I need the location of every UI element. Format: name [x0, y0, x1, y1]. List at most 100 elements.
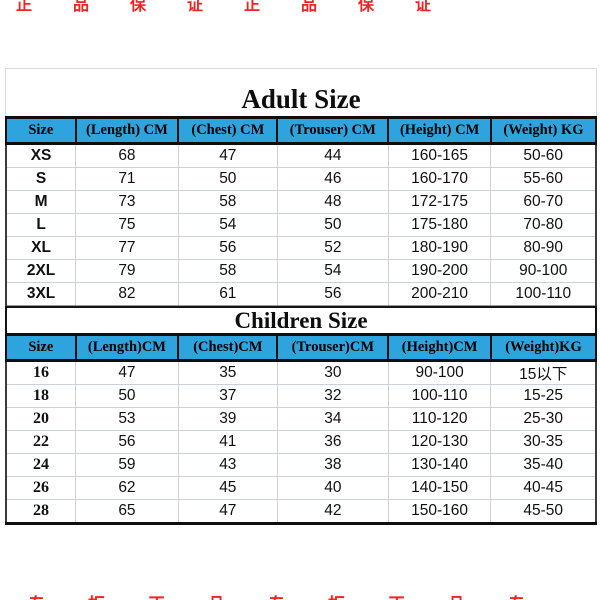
value-cell: 47	[177, 143, 278, 168]
column-header: (Length) CM	[74, 116, 180, 145]
table-row: XL 77 56 52 180-190 80-90	[5, 236, 598, 260]
table-row: 18 50 37 32 100-110 15-25	[5, 384, 598, 408]
column-header: (Length)CM	[74, 333, 180, 362]
table-row: L 75 54 50 175-180 70-80	[5, 213, 598, 237]
adult-table-body: XS 68 47 44 160-165 50-60 S 71 50 46 160-170 55-60 M…	[5, 143, 598, 306]
children-table-header: Size (Length)CM (Chest)CM (Trouser)CM (Heigh…	[5, 333, 598, 362]
value-cell: 41	[177, 430, 278, 454]
column-header: Size	[5, 333, 77, 362]
value-cell: 160-165	[387, 143, 492, 168]
value-cell: 36	[276, 430, 389, 454]
value-cell: 38	[276, 453, 389, 477]
value-cell: 150-160	[387, 499, 492, 525]
value-cell: 80-90	[490, 236, 598, 260]
children-table-body: 16 47 35 30 90-100 15以下 18 50 37 32 100-110 15-25 20…	[5, 360, 598, 525]
value-cell: 130-140	[387, 453, 492, 477]
value-cell: 140-150	[387, 476, 492, 500]
value-cell: 190-200	[387, 259, 492, 283]
size-label: 26	[5, 476, 77, 500]
value-cell: 42	[276, 499, 389, 525]
size-tables-sheet: Adult Size Size (Length) CM (Chest) CM (Tro…	[5, 68, 598, 525]
children-size-table: Size (Length)CM (Chest)CM (Trouser)CM (Heigh…	[5, 333, 598, 525]
column-header: (Trouser)CM	[276, 333, 390, 362]
column-header: (Weight)KG	[489, 333, 598, 362]
table-row: XS 68 47 44 160-165 50-60	[5, 143, 598, 168]
table-row: S 71 50 46 160-170 55-60	[5, 167, 598, 191]
value-cell: 175-180	[387, 213, 492, 237]
adult-size-table: Size (Length) CM (Chest) CM (Trouser) CM (He…	[5, 116, 598, 306]
size-label: 24	[5, 453, 77, 477]
value-cell: 200-210	[387, 282, 492, 306]
column-header: (Chest) CM	[177, 116, 279, 145]
value-cell: 120-130	[387, 430, 492, 454]
value-cell: 61	[177, 282, 278, 306]
value-cell: 37	[177, 384, 278, 408]
size-label: S	[5, 167, 77, 191]
table-row: M 73 58 48 172-175 60-70	[5, 190, 598, 214]
value-cell: 53	[75, 407, 179, 431]
value-cell: 160-170	[387, 167, 492, 191]
value-cell: 48	[276, 190, 389, 214]
children-size-title: Children Size	[5, 306, 597, 333]
header-row: Size (Length) CM (Chest) CM (Trouser) CM (He…	[5, 116, 598, 145]
value-cell: 47	[75, 360, 179, 385]
value-cell: 56	[276, 282, 389, 306]
value-cell: 54	[177, 213, 278, 237]
value-cell: 45-50	[490, 499, 598, 525]
column-header: (Weight) KG	[489, 116, 598, 145]
size-label: XS	[5, 143, 77, 168]
value-cell: 34	[276, 407, 389, 431]
value-cell: 46	[276, 167, 389, 191]
value-cell: 110-120	[387, 407, 492, 431]
value-cell: 62	[75, 476, 179, 500]
value-cell: 40	[276, 476, 389, 500]
size-label: 20	[5, 407, 77, 431]
value-cell: 60-70	[490, 190, 598, 214]
value-cell: 30-35	[490, 430, 598, 454]
value-cell: 45	[177, 476, 278, 500]
value-cell: 70-80	[490, 213, 598, 237]
size-label: 16	[5, 360, 77, 385]
value-cell: 82	[75, 282, 179, 306]
value-cell: 68	[75, 143, 179, 168]
value-cell: 90-100	[490, 259, 598, 283]
table-row: 24 59 43 38 130-140 35-40	[5, 453, 598, 477]
value-cell: 25-30	[490, 407, 598, 431]
value-cell: 59	[75, 453, 179, 477]
size-label: L	[5, 213, 77, 237]
size-label: 28	[5, 499, 77, 525]
size-label: 2XL	[5, 259, 77, 283]
size-label: 3XL	[5, 282, 77, 306]
value-cell: 79	[75, 259, 179, 283]
value-cell: 35	[177, 360, 278, 385]
value-cell: 56	[177, 236, 278, 260]
watermark-top-fragments: 正品保证正品保证	[16, 0, 473, 14]
size-label: 18	[5, 384, 77, 408]
column-header: (Chest)CM	[177, 333, 279, 362]
table-row: 28 65 47 42 150-160 45-50	[5, 499, 598, 525]
value-cell: 71	[75, 167, 179, 191]
value-cell: 54	[276, 259, 389, 283]
watermark-bottom-fragments: 专柜正品专柜正品专	[28, 590, 568, 600]
column-header: (Trouser) CM	[276, 116, 390, 145]
value-cell: 55-60	[490, 167, 598, 191]
value-cell: 39	[177, 407, 278, 431]
value-cell: 50	[75, 384, 179, 408]
value-cell: 50	[177, 167, 278, 191]
column-header: (Height) CM	[387, 116, 492, 145]
adult-size-title: Adult Size	[5, 68, 597, 116]
value-cell: 75	[75, 213, 179, 237]
value-cell: 43	[177, 453, 278, 477]
column-header: (Height)CM	[387, 333, 492, 362]
adult-table-header: Size (Length) CM (Chest) CM (Trouser) CM (He…	[5, 116, 598, 145]
value-cell: 100-110	[490, 282, 598, 306]
value-cell: 56	[75, 430, 179, 454]
value-cell: 32	[276, 384, 389, 408]
value-cell: 77	[75, 236, 179, 260]
header-row: Size (Length)CM (Chest)CM (Trouser)CM (Heigh…	[5, 333, 598, 362]
value-cell: 65	[75, 499, 179, 525]
size-label: M	[5, 190, 77, 214]
value-cell: 40-45	[490, 476, 598, 500]
value-cell: 172-175	[387, 190, 492, 214]
